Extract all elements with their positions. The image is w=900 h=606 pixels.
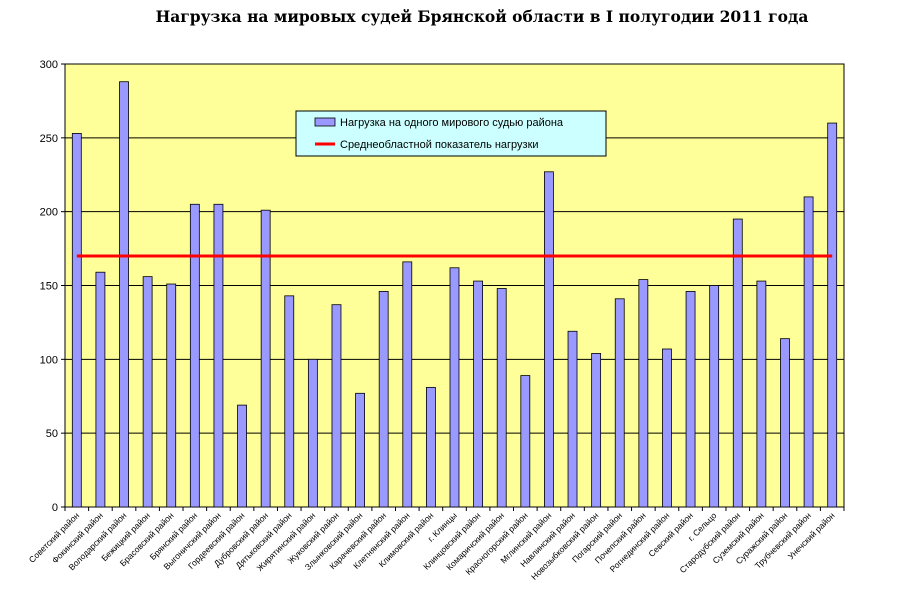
y-tick-label: 0 — [52, 502, 58, 514]
y-tick-label: 50 — [46, 428, 58, 440]
legend-label-line: Среднеобластной показатель нагрузки — [340, 139, 539, 151]
bar — [827, 122, 838, 508]
bar — [591, 353, 602, 508]
bar — [237, 404, 247, 508]
y-tick-label: 100 — [40, 354, 58, 366]
bar — [378, 291, 389, 508]
bar — [95, 271, 106, 508]
bar — [756, 280, 767, 508]
bar — [119, 81, 129, 508]
bar — [284, 295, 295, 508]
legend: Нагрузка на одного мирового судью района… — [295, 110, 607, 157]
legend-label-bars: Нагрузка на одного мирового судью района — [340, 117, 564, 129]
y-tick-labels: 0 50 100 150 200 250 300 — [40, 59, 58, 514]
legend-swatch-bars — [314, 117, 336, 127]
y-tick-label: 250 — [40, 133, 58, 145]
bar — [355, 392, 365, 508]
bar — [496, 288, 507, 508]
bar — [449, 267, 460, 508]
bar — [166, 283, 177, 508]
bar — [780, 338, 790, 508]
bar — [520, 375, 531, 508]
bar — [71, 133, 82, 508]
y-tick-label: 150 — [40, 281, 58, 293]
bar — [709, 285, 720, 508]
bar — [142, 276, 153, 508]
bar — [732, 218, 743, 508]
bar — [213, 203, 224, 508]
bar — [685, 291, 696, 508]
bar — [260, 209, 271, 508]
bar — [473, 280, 484, 508]
bar — [189, 203, 200, 508]
bar — [544, 171, 554, 508]
bar — [803, 196, 814, 508]
bar — [425, 386, 436, 508]
bar — [307, 358, 318, 508]
bars — [71, 81, 838, 508]
bar — [402, 261, 413, 508]
axes — [61, 63, 845, 511]
bar — [567, 330, 578, 508]
bar — [638, 279, 649, 508]
legend-box — [295, 110, 607, 157]
y-tick-label: 200 — [40, 207, 58, 219]
y-tick-label: 300 — [40, 59, 58, 71]
chart-title: Нагрузка на мировых судей Брянской облас… — [156, 7, 809, 26]
bar — [662, 348, 672, 508]
bar — [331, 304, 342, 508]
bar — [614, 298, 625, 508]
